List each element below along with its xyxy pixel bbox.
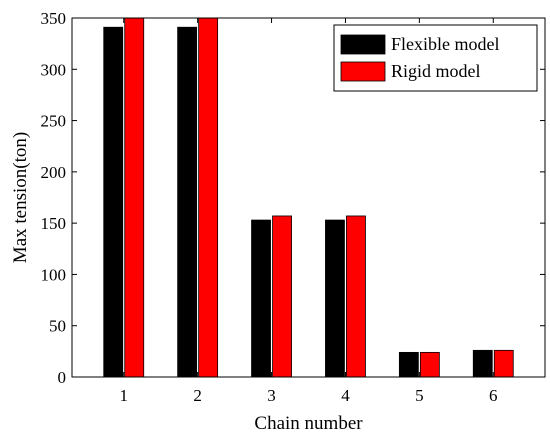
bar-flexible-chain-6: [472, 349, 493, 378]
y-axis-title: Max tension(ton): [10, 132, 31, 263]
bar-flexible-chain-4: [325, 219, 345, 378]
y-tick-label-100: 100: [41, 265, 67, 284]
bar-flexible-chain-5: [398, 351, 419, 378]
y-tick-label-150: 150: [41, 214, 67, 233]
x-tick-label-5: 5: [415, 386, 424, 405]
bar-rigid-chain-4: [346, 215, 366, 378]
legend: Flexible model Rigid model: [333, 24, 538, 92]
plot-frame: [71, 17, 546, 378]
y-tick-label-350: 350: [41, 9, 67, 28]
x-tick-label-6: 6: [489, 386, 498, 405]
y-tick-label-250: 250: [41, 112, 67, 131]
x-tick-label-3: 3: [267, 386, 276, 405]
bar-rigid-chain-2: [198, 17, 219, 378]
bars-layer: [103, 17, 514, 378]
bar-flexible-chain-2: [177, 26, 198, 378]
y-tick-label-300: 300: [41, 60, 67, 79]
legend-label-rigid: Rigid model: [391, 61, 481, 81]
ticks-layer: 0 50 100 150 200 250 300 350 1 2 3 4 5 6: [41, 9, 545, 405]
legend-swatch-rigid: [340, 61, 386, 82]
x-tick-label-1: 1: [119, 386, 128, 405]
legend-swatch-flexible: [340, 34, 386, 55]
bar-rigid-chain-1: [124, 17, 145, 378]
bar-rigid-chain-3: [272, 215, 292, 378]
x-tick-label-2: 2: [193, 386, 202, 405]
bar-rigid-chain-5: [419, 351, 440, 378]
legend-label-flexible: Flexible model: [391, 34, 499, 54]
y-tick-label-50: 50: [49, 317, 66, 336]
bar-rigid-chain-6: [493, 349, 514, 378]
x-axis-title: Chain number: [254, 413, 363, 434]
y-tick-label-0: 0: [58, 368, 67, 387]
bar-flexible-chain-3: [251, 219, 271, 378]
bar-flexible-chain-1: [103, 26, 124, 378]
x-tick-label-4: 4: [341, 386, 350, 405]
y-tick-label-200: 200: [41, 163, 67, 182]
